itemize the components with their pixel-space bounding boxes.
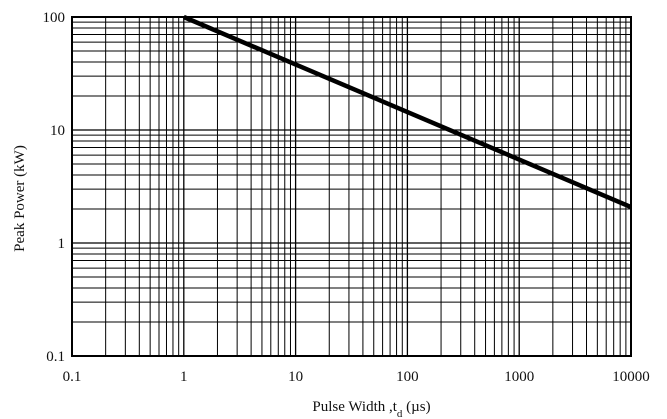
x-axis-title-subscript: d [397,408,403,419]
x-tick-label: 1 [180,369,188,385]
y-axis-title: Peak Power (kW) [12,145,28,252]
series-group [182,14,632,210]
y-tick-label: 10 [50,123,65,139]
plot-frame [71,16,632,357]
y-tick-label: 1 [58,236,66,252]
y-tick-label: 100 [43,10,66,26]
x-tick-label: 0.1 [63,369,82,385]
x-tick-label: 100 [396,369,419,385]
x-axis-title-unit: (µs) [402,399,430,415]
y-tick-labels: 0.1 1 10 100 [43,10,66,365]
y-tick-label: 0.1 [46,349,65,365]
x-tick-label: 1000 [504,369,534,385]
x-tick-labels: 0.1 1 10 100 1000 10000 [63,369,650,385]
x-axis-title: Pulse Width ,td (µs) [312,399,430,419]
x-tick-label: 10000 [612,369,650,385]
grid [71,17,631,357]
x-axis-title-main: Pulse Width ,t [312,399,397,415]
series-line [182,14,632,210]
x-tick-label: 10 [288,369,303,385]
